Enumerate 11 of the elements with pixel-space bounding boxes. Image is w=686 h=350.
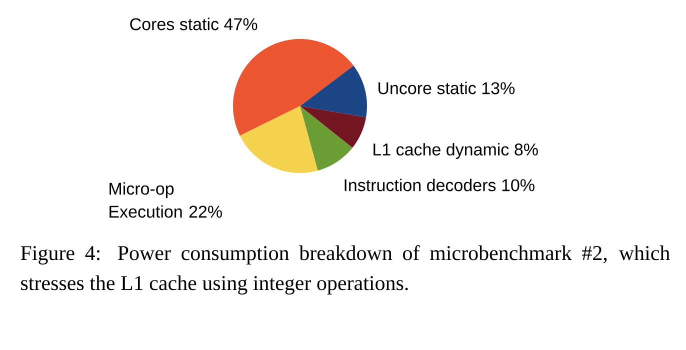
slice-label: Instruction decoders [344, 178, 496, 192]
slice-label: Uncore static [378, 82, 476, 94]
data-label: 47% [224, 18, 258, 30]
data-label: 10% [502, 179, 534, 192]
caption: Figure 4: Power consumption breakdown of microbenchmark #2, which stresses the L1 cache using integer operations. [20, 245, 670, 295]
data-label: 13% [482, 82, 515, 94]
slice-label: Micro-op Execution [110, 182, 182, 218]
slice-label: Cores static [130, 18, 219, 30]
slice-label: L1 cache dynamic [374, 143, 509, 159]
data-label: 22% [189, 206, 222, 218]
data-label: 8% [514, 144, 538, 156]
